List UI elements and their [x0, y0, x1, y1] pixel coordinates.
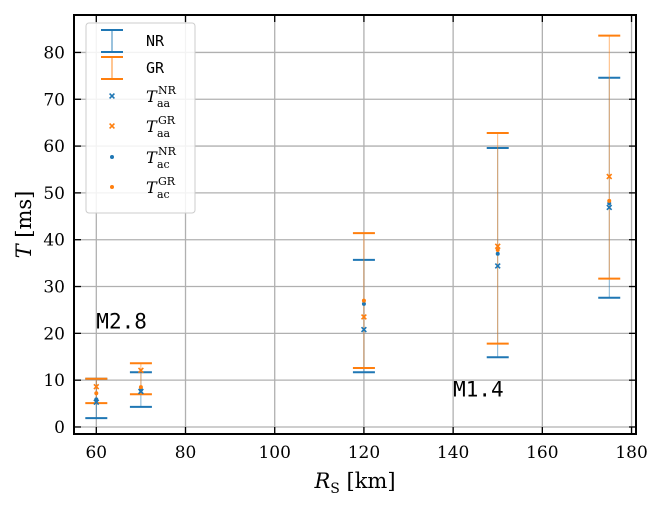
- marker-stroke: [606, 204, 613, 211]
- marker-stroke: [494, 243, 501, 250]
- x-tick-label: 100: [258, 443, 290, 463]
- x-tick-label: 120: [348, 443, 380, 463]
- legend-label-sup: NR: [158, 145, 177, 158]
- y-tick-label: 20: [43, 324, 65, 344]
- error-bars: [85, 34, 621, 420]
- annotation-label: M2.8: [96, 310, 147, 334]
- point-t-ac-gr: [138, 385, 143, 390]
- legend-marker: [110, 155, 114, 159]
- annotation-label: M1.4: [453, 378, 504, 402]
- annotations: M2.8 M1.4: [96, 310, 503, 402]
- point-t-aa-nr: [360, 326, 367, 333]
- x-tick-label: 80: [175, 443, 197, 463]
- point-t-aa-gr: [137, 367, 144, 374]
- point-t-aa-nr: [93, 399, 100, 406]
- x-axis-title: RS [km]: [313, 469, 395, 497]
- y-axis-title: T [ms]: [12, 191, 36, 259]
- x-tick-label: 140: [437, 443, 469, 463]
- y-tick-label: 10: [43, 371, 65, 391]
- y-tick-label: 40: [43, 231, 65, 251]
- legend-label: GR: [146, 59, 165, 77]
- marker-stroke: [93, 383, 100, 390]
- y-tick-label: 50: [43, 184, 65, 204]
- marker-stroke: [494, 262, 501, 269]
- y-tick-label: 70: [43, 90, 65, 110]
- grid: [74, 15, 636, 434]
- legend-marker: [109, 93, 115, 99]
- point-t-ac-nr: [94, 397, 99, 402]
- axes: 60 80 100 120 140 160 180 0 10 20 30 40 50 60 70 80 RS […: [12, 14, 648, 497]
- point-t-ac-nr: [361, 301, 366, 306]
- plot-frame: [73, 14, 637, 435]
- marker-stroke: [93, 399, 100, 406]
- legend-label: NR: [146, 32, 165, 50]
- point-t-aa-gr: [360, 313, 367, 320]
- y-tick-label: 30: [43, 278, 65, 298]
- legend-label-base: T: [146, 178, 158, 197]
- legend-marker: [109, 123, 115, 129]
- legend-label-sub: ac: [157, 188, 170, 201]
- marker-stroke: [109, 123, 115, 129]
- x-tick-label: 180: [615, 443, 647, 463]
- legend-label-sup: GR: [158, 114, 176, 127]
- legend-label-sup: GR: [158, 175, 176, 188]
- y-tick-label: 60: [43, 137, 65, 157]
- legend-marker: [110, 185, 114, 189]
- y-tick-label: 0: [54, 418, 65, 438]
- point-t-ac-gr: [361, 298, 366, 303]
- point-t-aa-gr: [606, 173, 613, 180]
- point-t-aa-nr: [606, 204, 613, 211]
- point-t-aa-gr: [93, 383, 100, 390]
- legend-box: [85, 22, 196, 214]
- legend-label-sub: ac: [157, 158, 170, 171]
- legend-label-base: T: [146, 87, 158, 106]
- point-t-ac-nr: [138, 387, 143, 392]
- point-t-aa-nr: [494, 262, 501, 269]
- data-points: [93, 173, 613, 406]
- marker-stroke: [360, 313, 367, 320]
- legend-label-sub: aa: [157, 127, 171, 140]
- point-t-ac-gr: [607, 198, 612, 203]
- point-t-ac-gr: [495, 248, 500, 253]
- marker-stroke: [109, 93, 115, 99]
- y-tick-label: 80: [43, 43, 65, 63]
- point-t-ac-gr: [94, 391, 99, 396]
- marker-stroke: [606, 173, 613, 180]
- legend-label-sup: NR: [158, 84, 177, 97]
- x-tick-label: 60: [85, 443, 107, 463]
- marker-stroke: [137, 367, 144, 374]
- point-t-aa-gr: [494, 243, 501, 250]
- x-tick-label: 160: [526, 443, 558, 463]
- legend-label-base: T: [146, 117, 158, 136]
- legend-label-sub: aa: [157, 97, 171, 110]
- marker-stroke: [360, 326, 367, 333]
- legend-label-base: T: [146, 148, 158, 167]
- point-t-ac-nr: [495, 251, 500, 256]
